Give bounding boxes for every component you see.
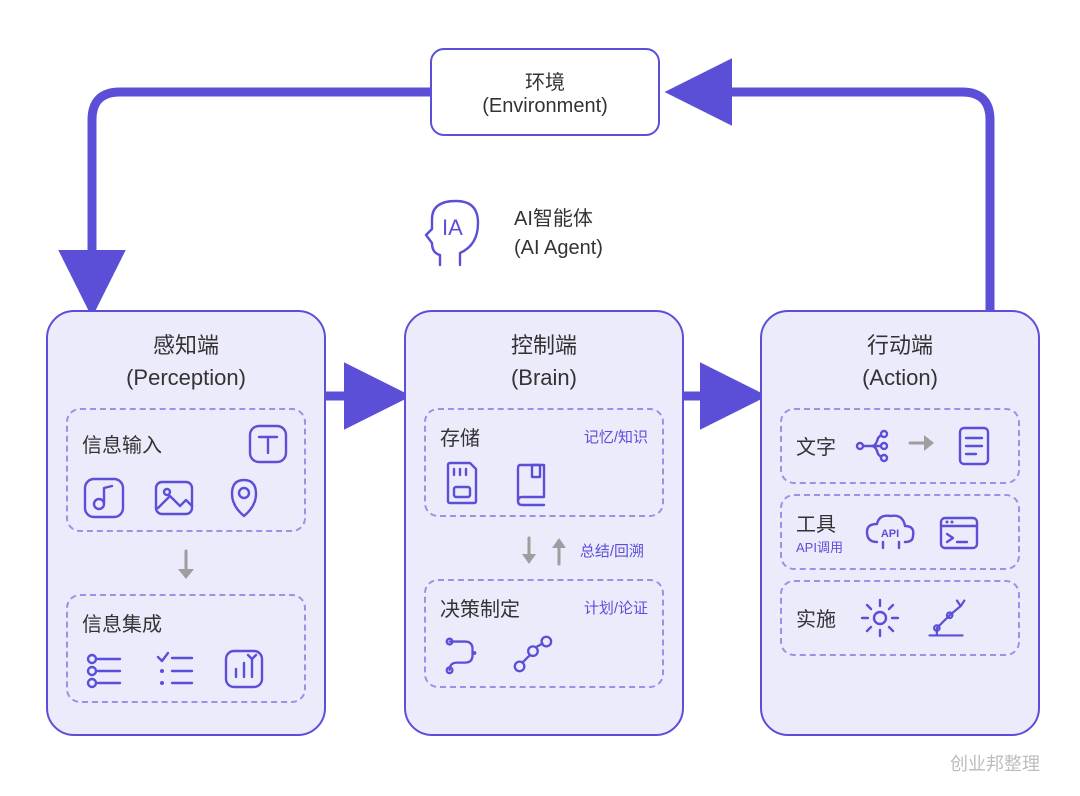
text-label: 文字 (796, 431, 836, 460)
info-input-card: 信息输入 (66, 408, 306, 532)
perception-title-en: (Perception) (66, 362, 306, 394)
ia-head-icon: IA (420, 195, 492, 273)
sd-card-icon (440, 461, 484, 505)
terminal-icon (937, 510, 981, 554)
execute-label: 实施 (796, 603, 836, 632)
gray-down-arrow-icon (519, 534, 539, 568)
action-title-cn: 行动端 (780, 330, 1020, 362)
ia-label-en: (AI Agent) (514, 234, 603, 263)
nodes-path-icon (510, 632, 554, 676)
storage-label: 存储 (440, 422, 480, 451)
gear-icon (858, 596, 902, 640)
decision-card: 决策制定 计划/论证 (424, 579, 664, 688)
brain-tile: 控制端 (Brain) 存储 记忆/知识 (404, 310, 684, 736)
info-input-label: 信息输入 (82, 429, 162, 458)
storage-sublabel: 记忆/知识 (584, 426, 648, 447)
diagram-canvas: 环境 (Environment) IA AI智能体 (AI Agent) 感知端… (0, 0, 1080, 796)
decision-label: 决策制定 (440, 593, 520, 622)
tools-card: 工具 API调用 API (780, 494, 1020, 570)
info-integration-label: 信息集成 (82, 608, 162, 637)
robot-arm-icon (924, 596, 968, 640)
perception-down-arrow-gap (66, 544, 306, 588)
brain-title-en: (Brain) (424, 362, 664, 394)
credit-text: 创业邦整理 (950, 750, 1040, 776)
environment-title-cn: 环境 (525, 66, 565, 95)
branch-icon (850, 424, 894, 468)
arrow-action-to-env (678, 92, 990, 310)
music-note-icon (82, 476, 126, 520)
brain-between-label: 总结/回溯 (580, 540, 644, 561)
sliders-icon (82, 647, 126, 691)
gray-up-arrow-icon (549, 534, 569, 568)
environment-node: 环境 (Environment) (430, 48, 660, 136)
decision-sublabel: 计划/论证 (584, 597, 648, 618)
ia-label-cn: AI智能体 (514, 205, 603, 234)
ia-agent-label-group: IA AI智能体 (AI Agent) (420, 195, 603, 273)
tools-label: 工具 (796, 508, 843, 537)
action-tile: 行动端 (Action) 文字 工具 (760, 310, 1040, 736)
gray-down-arrow-icon (174, 549, 198, 583)
gray-arrow-right-icon (908, 432, 938, 459)
book-icon (510, 461, 554, 505)
info-integration-card: 信息集成 (66, 594, 306, 703)
arrow-env-to-perception (92, 92, 430, 304)
svg-text:IA: IA (442, 215, 463, 240)
route-icon (440, 632, 484, 676)
brain-updown-arrow-gap: 总结/回溯 (424, 529, 664, 573)
checklist-icon (152, 647, 196, 691)
perception-title-cn: 感知端 (66, 330, 306, 362)
svg-text:API: API (881, 528, 899, 540)
ia-label-text: AI智能体 (AI Agent) (514, 205, 603, 263)
text-T-icon (246, 422, 290, 466)
action-title-en: (Action) (780, 362, 1020, 394)
location-pin-icon (222, 476, 266, 520)
bar-chart-icon (222, 647, 266, 691)
cloud-api-icon: API (861, 510, 919, 554)
tools-sublabel: API调用 (796, 537, 843, 556)
storage-card: 存储 记忆/知识 (424, 408, 664, 517)
brain-title-cn: 控制端 (424, 330, 664, 362)
perception-tile: 感知端 (Perception) 信息输入 (46, 310, 326, 736)
execute-card: 实施 (780, 580, 1020, 656)
image-icon (152, 476, 196, 520)
environment-title-en: (Environment) (482, 95, 608, 118)
text-card: 文字 (780, 408, 1020, 484)
document-icon (952, 424, 996, 468)
